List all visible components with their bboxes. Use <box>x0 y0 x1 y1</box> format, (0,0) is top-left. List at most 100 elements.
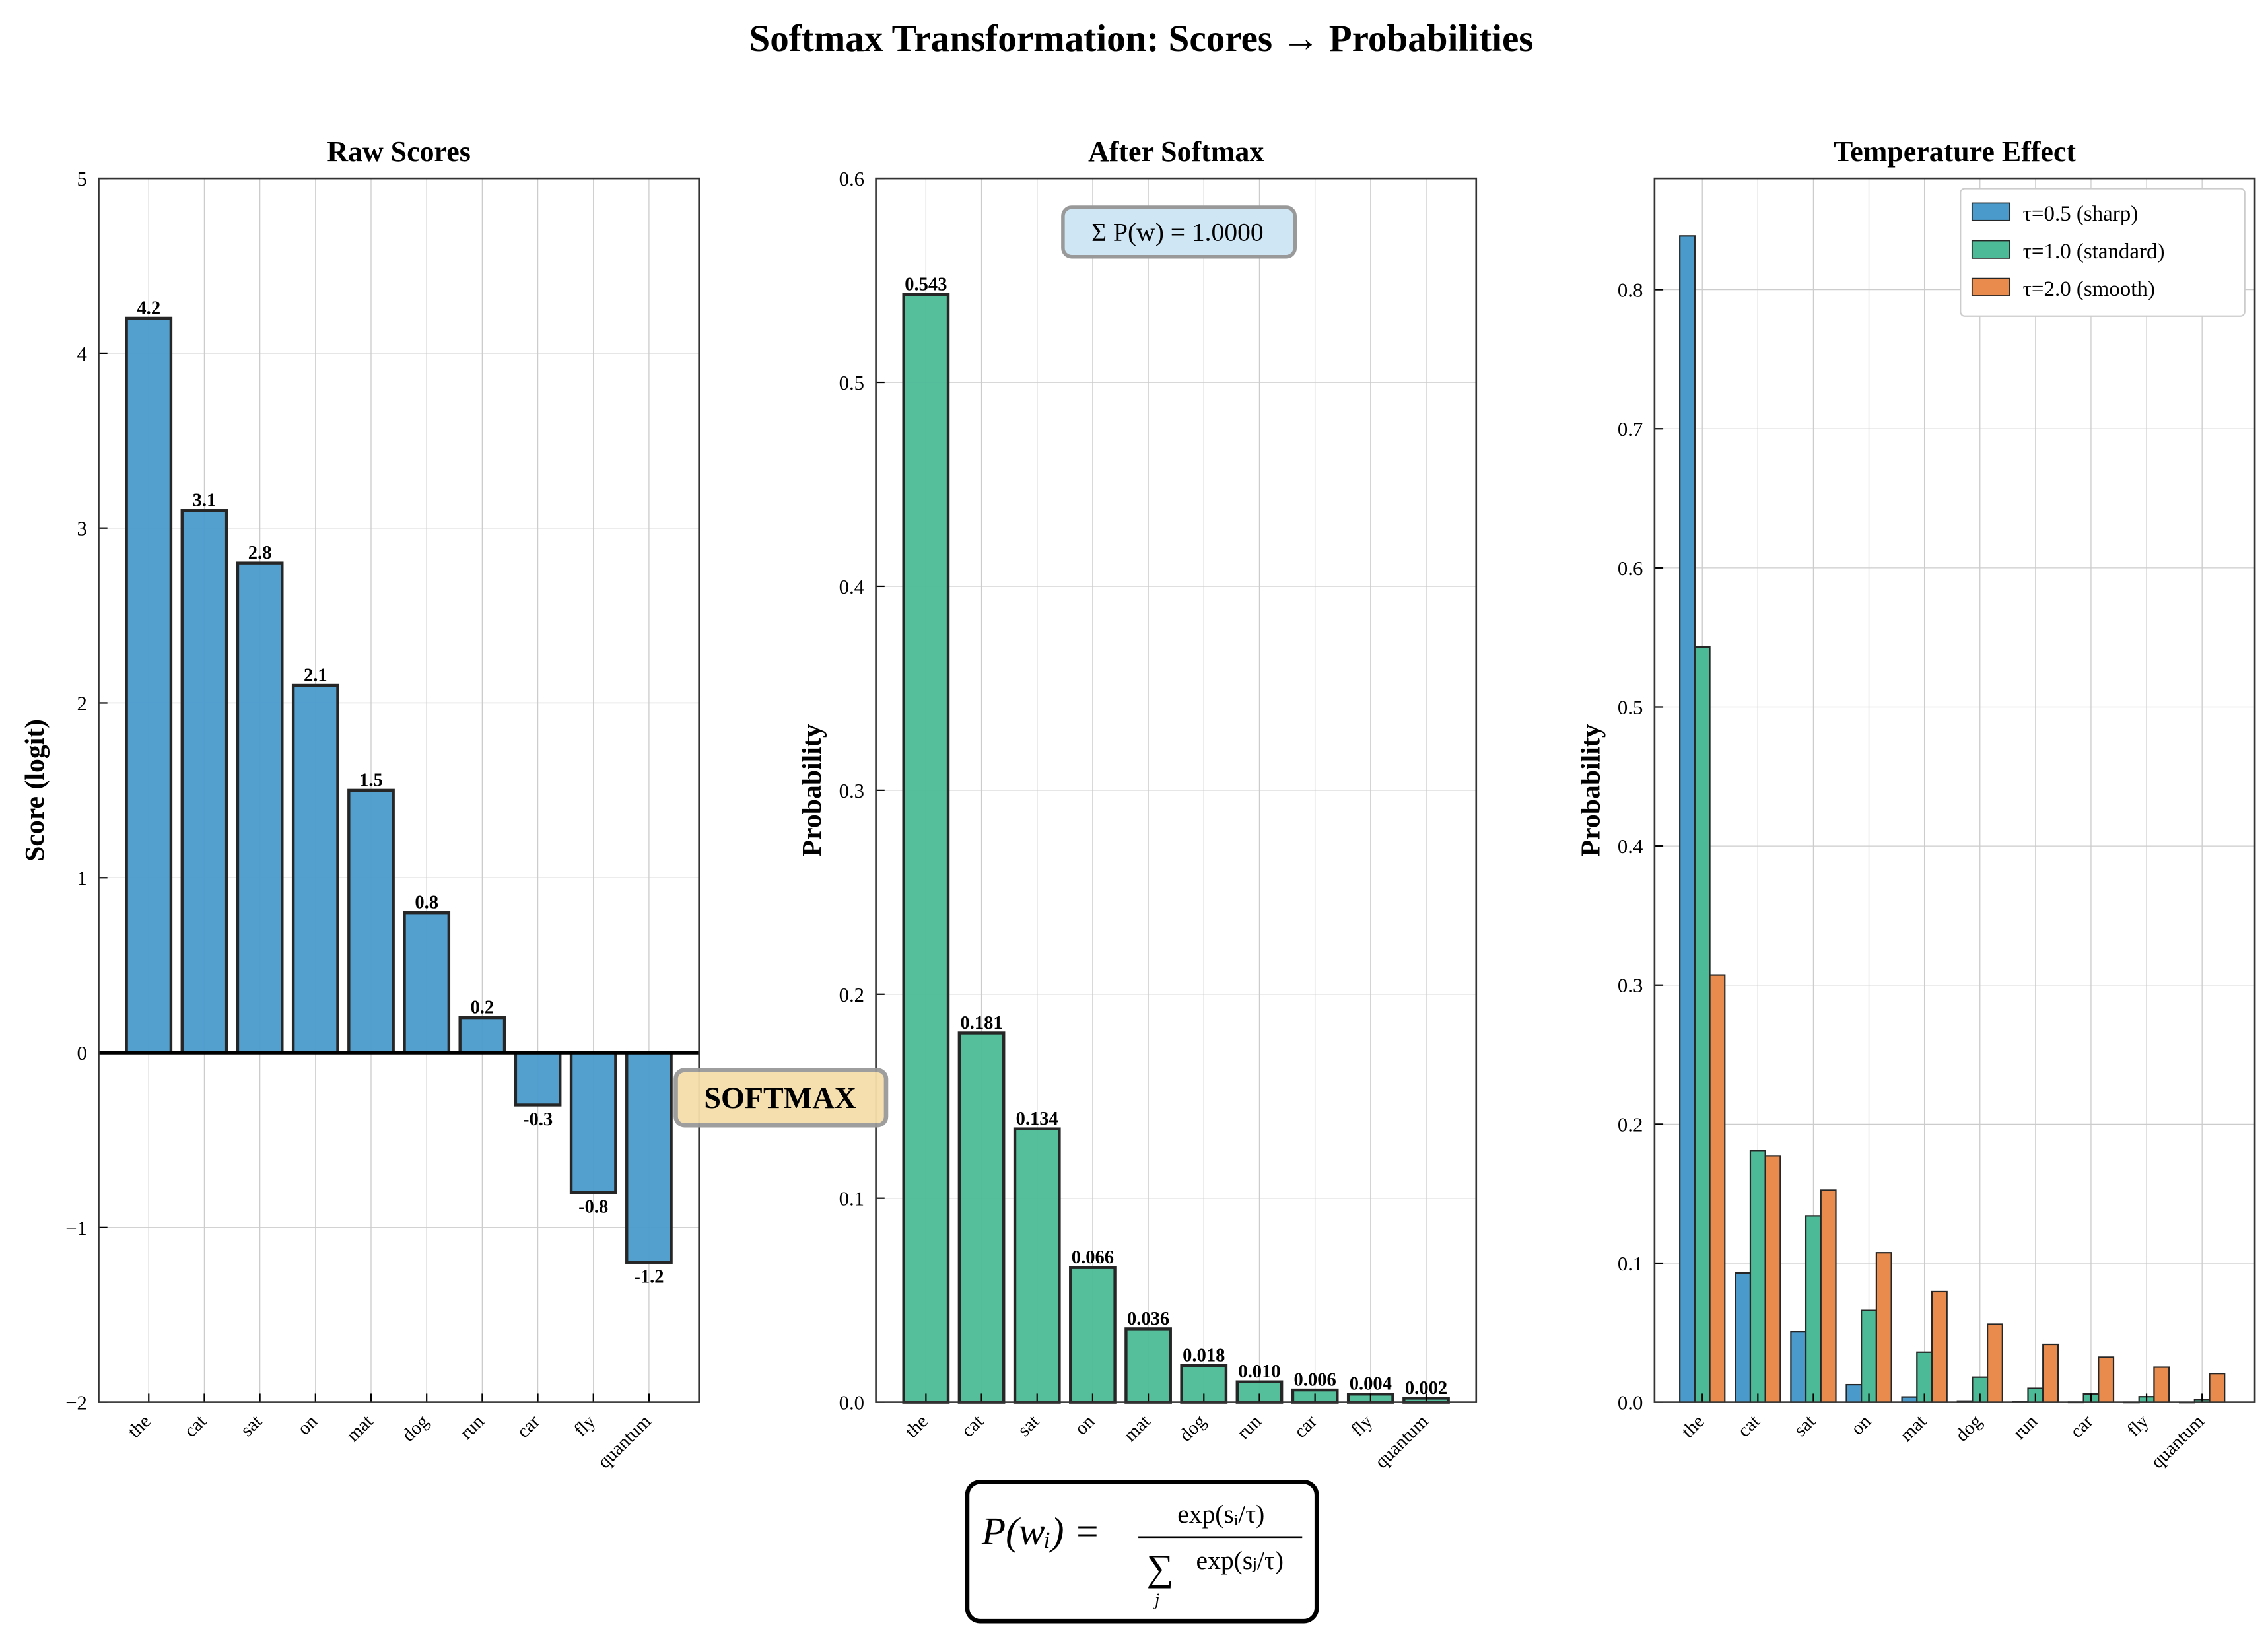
data-label: 0.2 <box>471 997 495 1018</box>
x-tick-label: sat <box>1790 1411 1819 1440</box>
bar-cat-series-1 <box>1735 1272 1752 1403</box>
data-label: 0.004 <box>1350 1374 1392 1395</box>
bar-mat-series-3 <box>1931 1290 1948 1403</box>
y-tick-label: 2 <box>77 692 87 714</box>
y-tick-label: 5 <box>77 168 87 190</box>
y-tick-label: 1 <box>77 867 87 889</box>
data-label: 1.5 <box>359 770 383 790</box>
data-label: -0.8 <box>578 1197 608 1218</box>
bar-dog-series-3 <box>1987 1323 2003 1403</box>
x-tick-label: sat <box>237 1411 266 1440</box>
y-tick-label: 0.8 <box>1618 279 1643 302</box>
data-label: -0.3 <box>523 1109 553 1130</box>
x-tick-label: on <box>294 1411 322 1439</box>
x-tick-label: the <box>901 1411 932 1442</box>
x-tick-label: fly <box>570 1411 600 1441</box>
x-tick-label: dog <box>1175 1411 1210 1445</box>
x-tick-label: mat <box>343 1411 377 1445</box>
axes-frame <box>875 177 1478 1403</box>
data-label: 0.543 <box>905 275 947 295</box>
legend-box <box>1960 188 2246 317</box>
x-tick-label: dog <box>398 1411 432 1445</box>
formula-numerator: exp(sᵢ/τ) <box>1177 1500 1264 1529</box>
bar-cat <box>957 1031 1006 1404</box>
y-tick-label: 0.2 <box>839 984 864 1006</box>
x-tick-label: fly <box>2123 1411 2153 1441</box>
figure-title: Softmax Transformation: Scores → Probabi… <box>749 18 1533 59</box>
bar-mat <box>347 788 395 1055</box>
bar-fly-series-3 <box>2153 1366 2170 1403</box>
y-tick-label: −2 <box>65 1392 87 1414</box>
y-tick-label: 0.1 <box>1618 1253 1643 1275</box>
data-label: 0.006 <box>1294 1369 1336 1390</box>
x-tick-label: sat <box>1014 1411 1043 1440</box>
bar-on-series-2 <box>1861 1309 1877 1403</box>
data-label: 0.8 <box>415 893 438 913</box>
y-tick-label: 4 <box>77 343 87 365</box>
subplot-title: After Softmax <box>1088 135 1264 168</box>
formula-sum-index: j <box>1153 1590 1159 1609</box>
data-label: 0.018 <box>1183 1345 1225 1366</box>
bar-the-series-2 <box>1694 646 1711 1403</box>
y-tick-label: 0.1 <box>839 1188 864 1210</box>
bar-the-series-1 <box>1679 235 1696 1403</box>
x-tick-label: run <box>2009 1411 2042 1443</box>
formula-sum-symbol: ∑ <box>1147 1548 1174 1589</box>
data-label: 0.134 <box>1016 1109 1058 1129</box>
x-tick-label: on <box>1071 1411 1099 1439</box>
y-tick-label: 0.3 <box>1618 975 1643 997</box>
bar-on-series-3 <box>1875 1252 1892 1403</box>
bar-on <box>291 683 339 1055</box>
y-axis-label: Score (logit) <box>20 719 50 862</box>
x-tick-label: cat <box>1734 1411 1764 1441</box>
bar-sat <box>236 561 284 1055</box>
legend-swatch <box>1971 240 2010 259</box>
bar-car <box>514 1051 562 1107</box>
data-label: 0.002 <box>1405 1378 1447 1399</box>
bar-cat <box>180 509 228 1055</box>
x-tick-label: the <box>1678 1411 1709 1442</box>
y-tick-label: 3 <box>77 518 87 540</box>
bar-quantum <box>625 1051 673 1264</box>
bar-the <box>125 316 173 1055</box>
formula-denominator: exp(sⱼ/τ) <box>1196 1546 1284 1575</box>
x-tick-label: car <box>2067 1411 2098 1442</box>
data-label: 2.1 <box>304 665 327 685</box>
bar-mat <box>1124 1327 1172 1404</box>
subplot-title: Temperature Effect <box>1834 135 2076 168</box>
legend-entry: τ=1.0 (standard) <box>2023 240 2165 263</box>
bar-car-series-3 <box>2098 1356 2115 1403</box>
y-tick-label: 0.4 <box>839 576 864 598</box>
bar-sat-series-2 <box>1804 1215 1822 1403</box>
y-tick-label: 0.7 <box>1618 418 1643 440</box>
bar-run <box>458 1016 506 1055</box>
y-tick-label: 0.6 <box>839 168 864 190</box>
data-label: 4.2 <box>137 298 160 318</box>
subplot-title: Raw Scores <box>327 135 470 168</box>
bar-cat-series-3 <box>1764 1155 1781 1403</box>
x-tick-label: mat <box>1896 1411 1931 1445</box>
x-tick-label: car <box>513 1411 544 1442</box>
y-tick-label: 0.5 <box>839 372 864 394</box>
formula-lhs: P(wᵢ) = <box>981 1509 1100 1553</box>
y-tick-label: 0.4 <box>1618 835 1643 858</box>
bar-sat-series-3 <box>1820 1189 1837 1403</box>
y-axis-label: Probability <box>1575 724 1606 856</box>
y-tick-label: 0.2 <box>1618 1113 1643 1136</box>
sum-annotation-box <box>1061 205 1297 259</box>
bar-fly <box>569 1051 617 1194</box>
bar-the <box>902 293 950 1404</box>
y-tick-label: 0 <box>77 1042 87 1064</box>
y-tick-label: −1 <box>65 1217 87 1239</box>
x-tick-label: the <box>124 1411 155 1442</box>
bar-cat-series-2 <box>1749 1150 1766 1403</box>
bar-dog <box>403 911 451 1055</box>
data-label: 0.036 <box>1127 1309 1169 1329</box>
x-tick-label: quantum <box>2147 1411 2209 1472</box>
y-tick-label: 0.0 <box>1618 1392 1643 1414</box>
data-label: 0.010 <box>1238 1362 1280 1382</box>
bar-the-series-3 <box>1709 974 1726 1403</box>
x-tick-label: on <box>1847 1411 1875 1439</box>
